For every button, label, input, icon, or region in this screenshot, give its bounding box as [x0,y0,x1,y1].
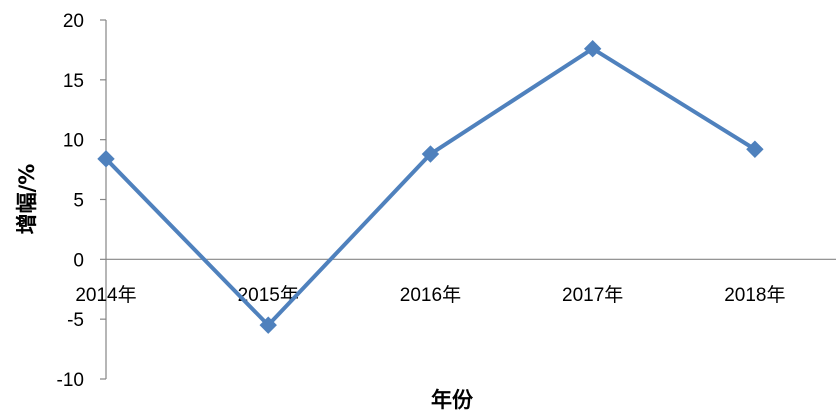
y-axis-title: 增幅/% [15,164,39,235]
data-point-marker [97,150,115,168]
data-point-marker [421,145,440,163]
y-tick-label: 10 [63,131,84,152]
data-point-marker [583,40,602,58]
y-tick-label: 0 [73,250,84,271]
y-tick-label: -5 [67,310,84,331]
series-layer [97,40,764,334]
data-point-marker [259,316,277,334]
x-tick-label: 2016年 [400,284,461,306]
y-tick-label: 5 [73,191,84,212]
y-tick-label: -10 [57,370,84,391]
data-point-marker [746,140,764,158]
x-tick-label: 2017年 [562,284,623,306]
series-line [104,46,756,328]
x-axis-title: 年份 [431,388,474,412]
x-tick-label: 2015年 [238,284,299,306]
x-axis: 2014年 2015年 2016年 2017年 2018年 [75,258,836,306]
x-tick-label: 2014年 [75,284,136,306]
x-tick-label: 2018年 [724,284,785,306]
y-tick-label: 20 [63,11,84,32]
y-tick-label: 15 [63,71,84,92]
y-axis: -10 -5 0 5 10 15 20 [57,11,107,391]
